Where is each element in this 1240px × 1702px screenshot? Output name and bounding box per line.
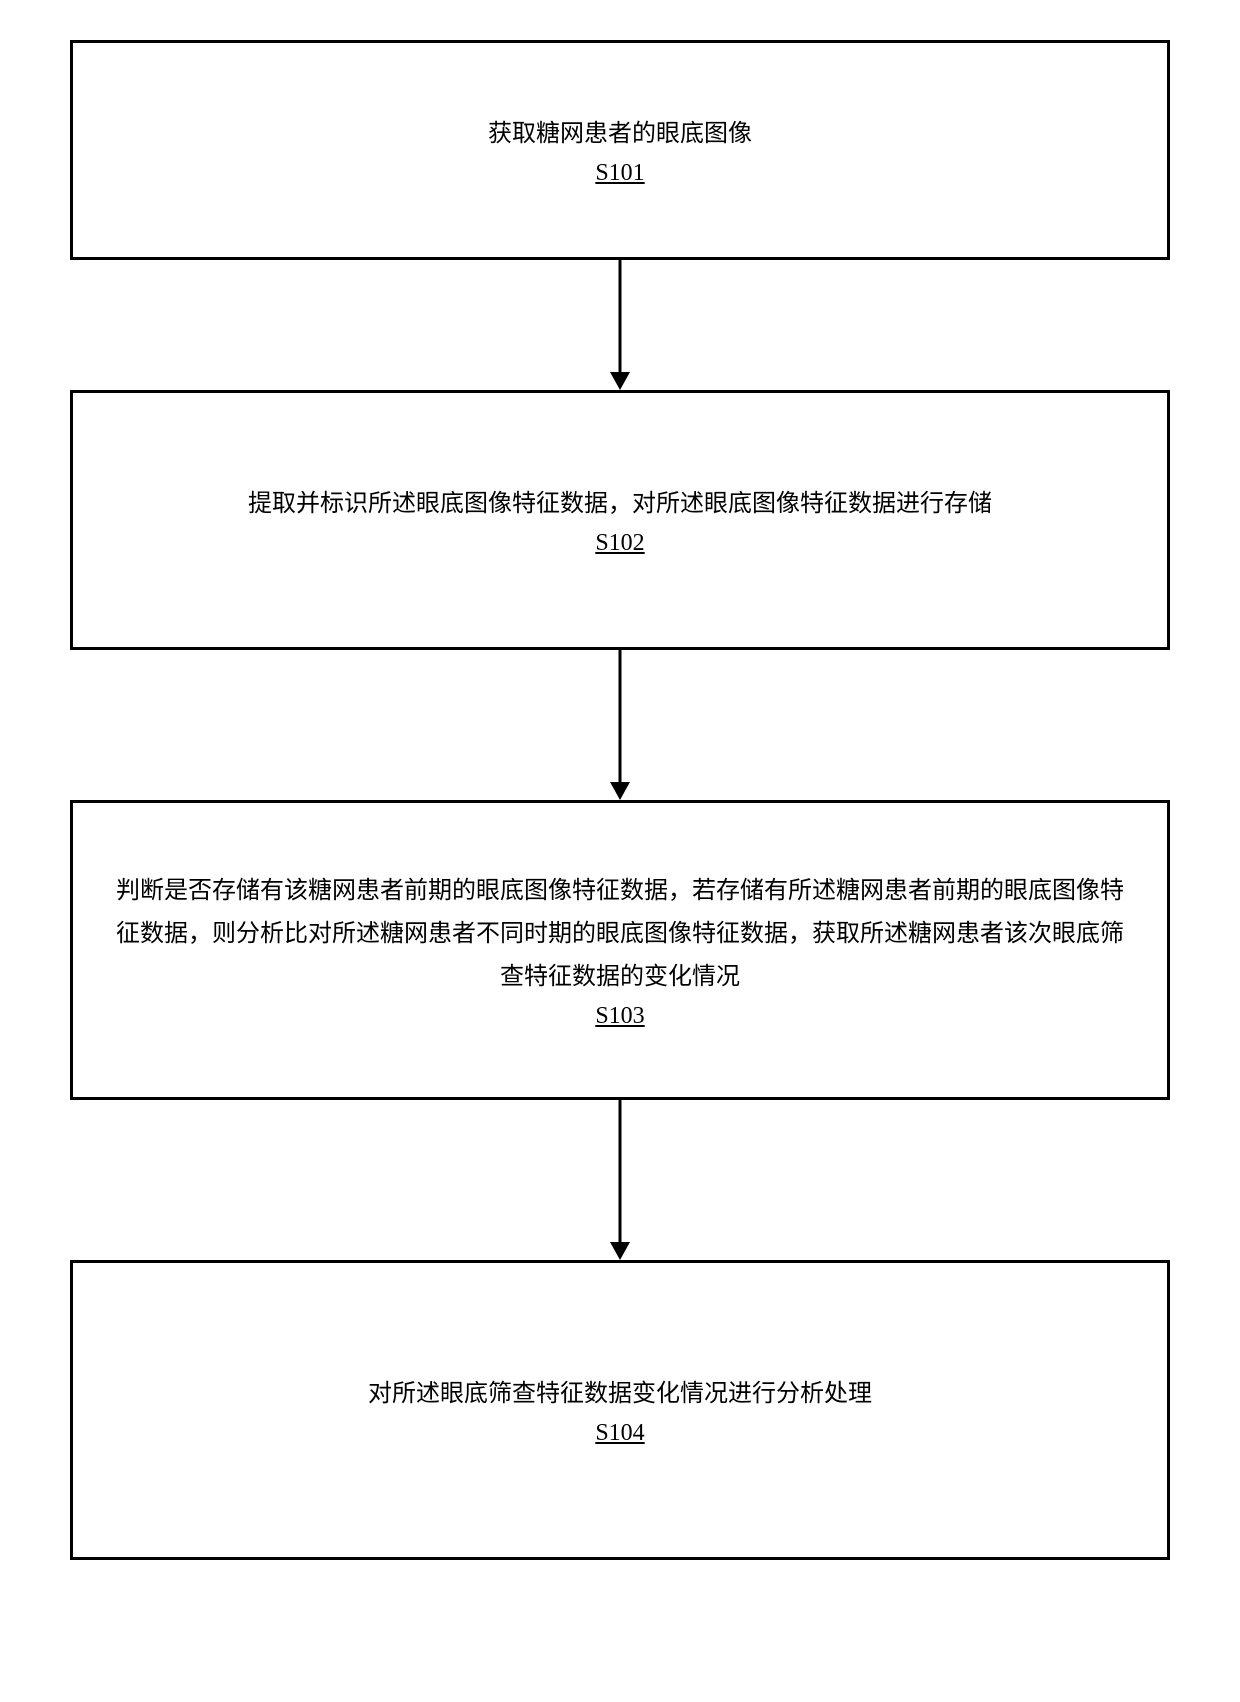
arrow-down-icon	[600, 650, 640, 800]
arrow-down-icon	[600, 1100, 640, 1260]
step-box-s104: 对所述眼底筛查特征数据变化情况进行分析处理 S104	[70, 1260, 1170, 1560]
arrow-3	[600, 1100, 640, 1260]
arrow-1	[600, 260, 640, 390]
step-text: 提取并标识所述眼底图像特征数据，对所述眼底图像特征数据进行存储	[248, 483, 992, 526]
arrow-2	[600, 650, 640, 800]
step-text: 判断是否存储有该糖网患者前期的眼底图像特征数据，若存储有所述糖网患者前期的眼底图…	[113, 870, 1127, 1000]
arrow-down-icon	[600, 260, 640, 390]
step-code: S104	[595, 1420, 644, 1447]
step-code: S103	[595, 1003, 644, 1030]
step-text: 对所述眼底筛查特征数据变化情况进行分析处理	[368, 1373, 872, 1416]
step-code: S101	[595, 160, 644, 187]
step-box-s103: 判断是否存储有该糖网患者前期的眼底图像特征数据，若存储有所述糖网患者前期的眼底图…	[70, 800, 1170, 1100]
step-code: S102	[595, 530, 644, 557]
step-text: 获取糖网患者的眼底图像	[488, 113, 752, 156]
flowchart-container: 获取糖网患者的眼底图像 S101 提取并标识所述眼底图像特征数据，对所述眼底图像…	[60, 40, 1180, 1560]
step-box-s102: 提取并标识所述眼底图像特征数据，对所述眼底图像特征数据进行存储 S102	[70, 390, 1170, 650]
step-box-s101: 获取糖网患者的眼底图像 S101	[70, 40, 1170, 260]
